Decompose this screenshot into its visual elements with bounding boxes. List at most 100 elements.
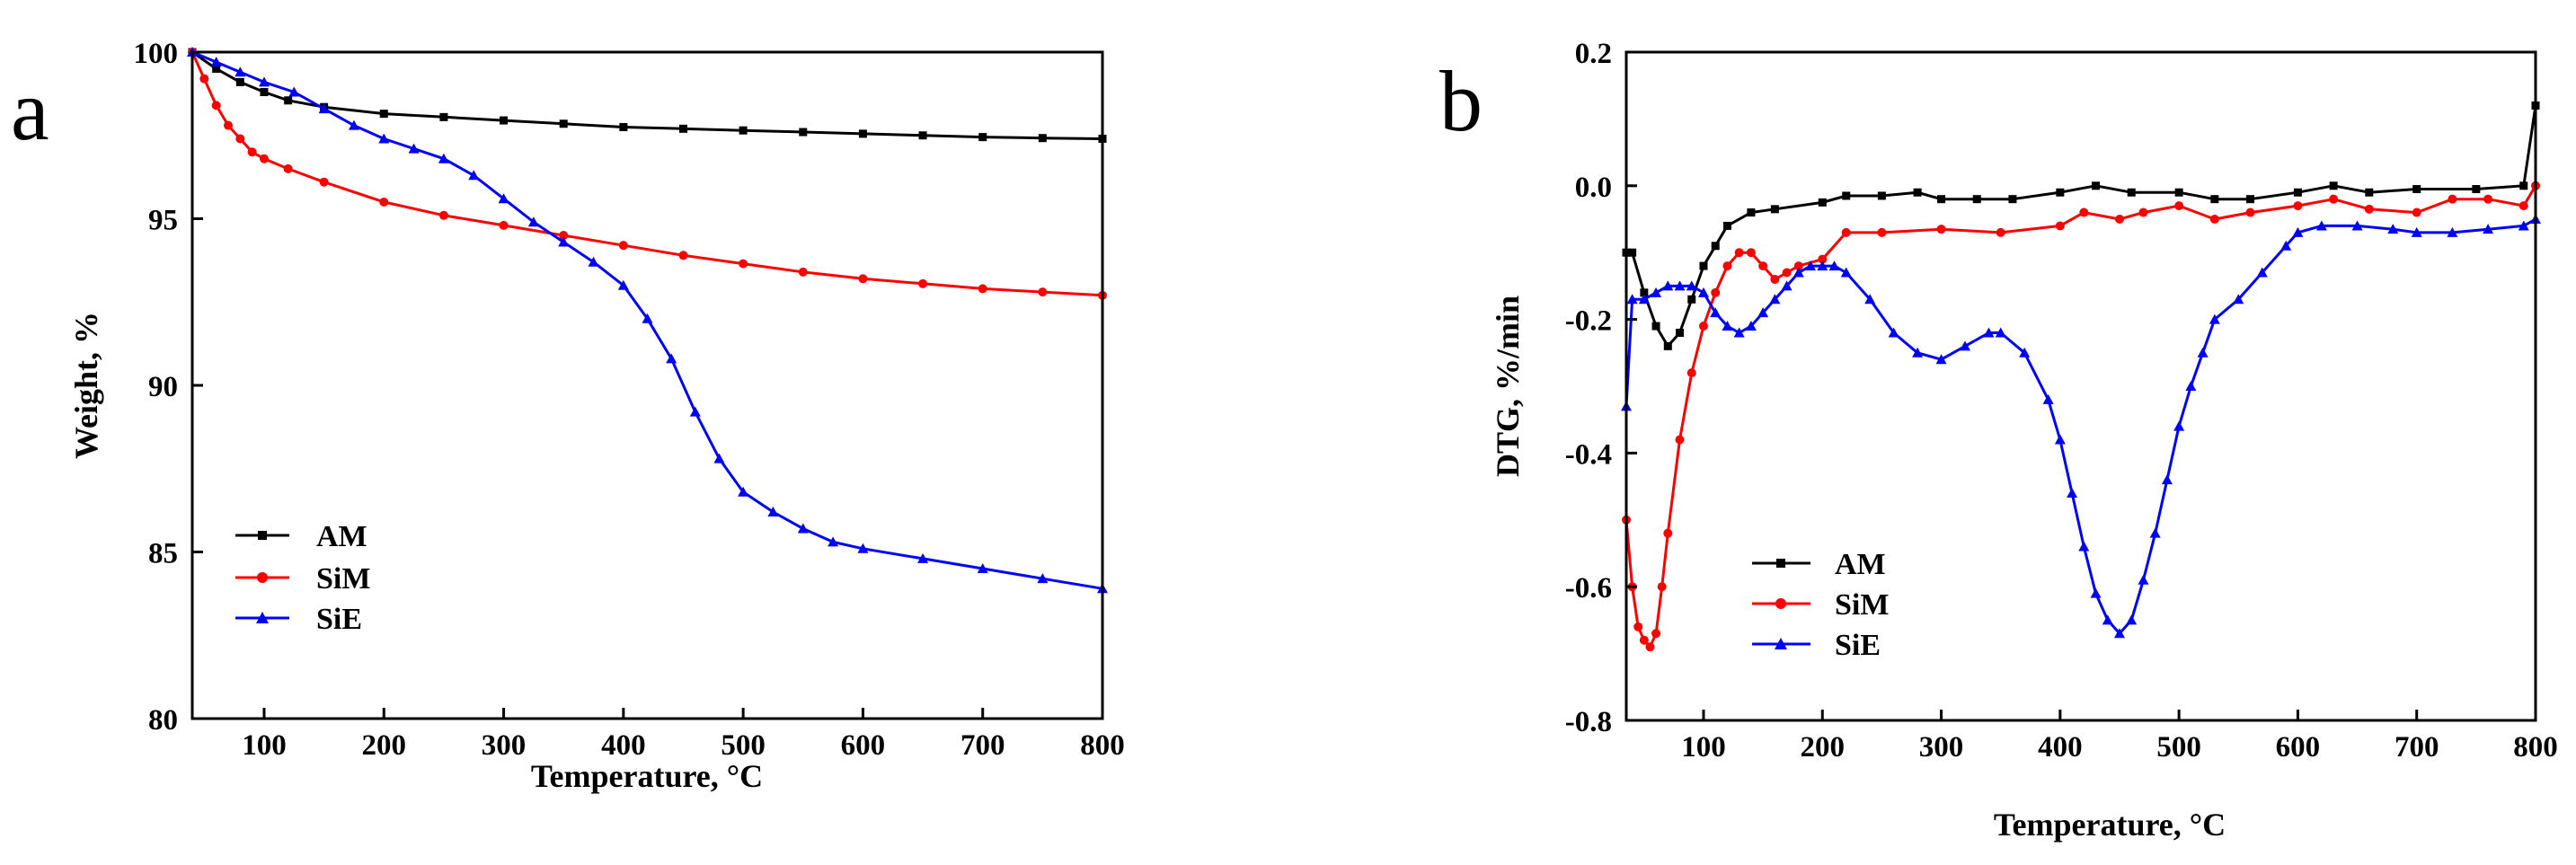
data-point-sim: [1996, 227, 2005, 237]
data-point-sie: [917, 552, 929, 563]
data-point-sim: [1936, 225, 1946, 234]
data-point-sim: [499, 220, 509, 230]
data-point-sim: [978, 284, 987, 294]
data-point-am: [2412, 185, 2421, 194]
data-point-sie: [1626, 294, 1638, 305]
data-point-sie: [767, 506, 779, 516]
data-point-sim: [2079, 207, 2089, 217]
data-point-sie: [2209, 313, 2220, 324]
data-point-am: [799, 128, 808, 137]
legend-label-am: AM: [1835, 548, 1886, 581]
data-point-am: [858, 129, 867, 138]
data-point-am: [1663, 341, 1672, 350]
chart-panel-a: a 100 200 300 400 500 600 700 800 80 85 90 95 100 Te…: [11, 38, 1125, 794]
data-point-sim: [247, 147, 257, 157]
plot-area-b: [1621, 102, 2541, 652]
x-tick-label: 200: [362, 729, 407, 762]
data-point-sie: [1674, 280, 1686, 291]
data-point-sim: [559, 231, 569, 241]
data-point-sie: [1037, 573, 1049, 584]
data-point-sim: [1698, 322, 1708, 331]
data-point-sim: [199, 74, 209, 84]
data-point-am: [439, 112, 448, 121]
data-point-sim: [1675, 435, 1685, 445]
data-point-sim: [1722, 261, 1732, 271]
data-point-am: [212, 65, 221, 74]
data-point-sie: [2411, 226, 2422, 237]
ticks-b: 100 200 300 400 500 600 700 800 -0.8 -0.6 -0.4 -0.2…: [1565, 38, 2558, 763]
data-point-sie: [2351, 220, 2363, 231]
data-point-sie: [2387, 224, 2399, 234]
data-point-am: [1877, 191, 1886, 200]
data-point-sim: [618, 241, 628, 251]
data-point-am: [1651, 322, 1660, 331]
data-point-am: [619, 122, 628, 131]
y-tick-label: -0.2: [1565, 305, 1612, 338]
y-tick-label: 0.0: [1575, 172, 1612, 204]
data-point-sim: [1711, 287, 1721, 297]
data-point-sim: [1686, 368, 1696, 378]
data-point-sim: [223, 120, 233, 130]
data-point-am: [1722, 221, 1731, 230]
data-point-sim: [1782, 268, 1792, 278]
data-point-am: [559, 119, 568, 128]
legend-entry-sie: SiE: [1752, 629, 1881, 662]
data-point-sim: [2329, 194, 2339, 204]
data-point-sie: [1733, 327, 1745, 338]
legend-marker-am: [258, 531, 267, 540]
data-point-sim: [1793, 261, 1803, 271]
data-point-am: [2210, 195, 2219, 204]
legend-marker-sie: [256, 612, 269, 623]
data-point-am: [978, 133, 987, 142]
y-tick-label: 0.2: [1575, 38, 1612, 70]
data-point-sie: [642, 313, 653, 323]
data-point-am: [2056, 188, 2065, 197]
data-point-sim: [2412, 207, 2421, 217]
data-point-sie: [235, 66, 246, 77]
data-point-sie: [1805, 260, 1817, 271]
data-point-sim: [798, 267, 808, 277]
data-point-sie: [1793, 267, 1804, 278]
data-point-sie: [666, 353, 677, 364]
data-point-sie: [1995, 327, 2006, 338]
data-point-am: [1747, 208, 1756, 217]
data-point-sim: [283, 163, 293, 173]
x-tick-label: 800: [2513, 731, 2558, 763]
data-point-sie: [1960, 340, 1971, 351]
data-point-sim: [1746, 248, 1756, 258]
data-point-sim: [1877, 227, 1887, 237]
chart-panel-b: b 100 200 300 400 500 600 700 800 -0.8 -0.6 -0.4 -0…: [1439, 38, 2558, 843]
data-point-sie: [1769, 294, 1781, 305]
data-point-sie: [2126, 614, 2138, 625]
data-point-sie: [2067, 488, 2078, 499]
plot-area-a: [187, 47, 1108, 594]
data-point-sie: [1722, 321, 1733, 331]
legend-label-am: AM: [316, 520, 367, 553]
legend-a: AM SiM SiE: [235, 520, 370, 636]
data-point-sie: [438, 153, 449, 163]
data-point-sie: [2113, 628, 2125, 639]
data-point-sim: [1841, 227, 1851, 237]
data-point-sie: [1638, 294, 1650, 305]
panel-label-a: a: [11, 62, 49, 158]
data-point-sie: [348, 119, 359, 130]
legend-marker-am: [1776, 559, 1785, 568]
data-point-sim: [1770, 274, 1780, 284]
data-point-sie: [1912, 347, 1924, 357]
data-point-sim: [235, 134, 245, 144]
data-point-am: [235, 77, 244, 86]
x-tick-label: 300: [482, 729, 527, 762]
x-axis-label-a: Temperature, °C: [531, 758, 763, 794]
x-tick-label: 200: [1801, 731, 1846, 763]
data-point-am: [1628, 248, 1637, 257]
data-point-sie: [2019, 347, 2031, 357]
x-tick-label: 700: [2395, 731, 2439, 763]
data-point-am: [2519, 181, 2528, 190]
data-point-am: [1818, 198, 1827, 207]
legend-marker-sim: [1775, 598, 1786, 609]
data-point-sim: [1645, 642, 1655, 652]
data-point-sie: [2161, 474, 2173, 485]
x-tick-label: 400: [601, 729, 646, 762]
data-point-sie: [1757, 307, 1769, 318]
